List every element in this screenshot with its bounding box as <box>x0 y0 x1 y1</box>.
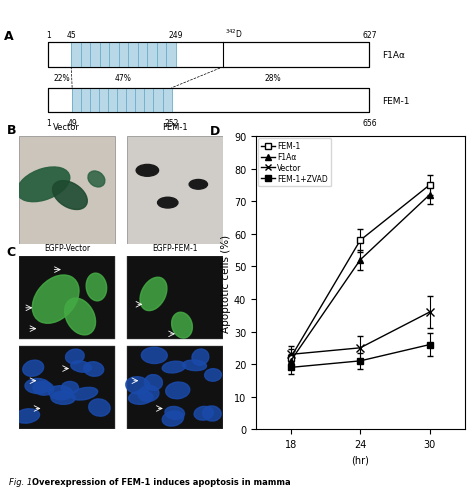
Text: FEM-1: FEM-1 <box>162 122 188 131</box>
Text: 627: 627 <box>362 30 376 40</box>
Ellipse shape <box>61 382 79 394</box>
Text: 1: 1 <box>46 30 51 40</box>
Circle shape <box>136 165 159 177</box>
Ellipse shape <box>145 375 163 390</box>
Ellipse shape <box>33 382 54 395</box>
Ellipse shape <box>71 387 98 400</box>
Text: 47%: 47% <box>115 74 132 82</box>
Text: 1: 1 <box>46 119 51 127</box>
Bar <box>127 137 223 244</box>
Text: 249: 249 <box>168 30 183 40</box>
Text: 252: 252 <box>164 119 179 127</box>
Y-axis label: Apoptotic cells (%): Apoptotic cells (%) <box>221 234 231 332</box>
Text: Overexpression of FEM-1 induces apoptosis in mamma: Overexpression of FEM-1 induces apoptosi… <box>32 477 291 486</box>
Ellipse shape <box>88 172 105 187</box>
Text: EGFP-Vector: EGFP-Vector <box>44 244 90 253</box>
Text: 22%: 22% <box>54 74 70 82</box>
Text: 28%: 28% <box>264 74 281 82</box>
Bar <box>19 346 115 429</box>
Ellipse shape <box>15 409 39 423</box>
Bar <box>48 89 369 113</box>
Text: Fig. 1.: Fig. 1. <box>9 477 38 486</box>
Bar <box>19 137 115 244</box>
Ellipse shape <box>84 362 104 377</box>
Ellipse shape <box>32 275 79 324</box>
Ellipse shape <box>128 391 153 405</box>
Bar <box>72 89 172 113</box>
Ellipse shape <box>162 411 183 426</box>
Ellipse shape <box>162 362 186 373</box>
Ellipse shape <box>53 182 87 210</box>
Text: D: D <box>210 125 220 138</box>
Ellipse shape <box>138 386 159 402</box>
Bar <box>19 256 115 339</box>
Bar <box>127 346 223 429</box>
Text: C: C <box>7 246 16 259</box>
Ellipse shape <box>51 391 75 405</box>
Ellipse shape <box>192 349 209 366</box>
Ellipse shape <box>71 361 91 372</box>
Text: A: A <box>4 30 14 43</box>
Ellipse shape <box>165 407 184 420</box>
Bar <box>48 89 369 113</box>
Ellipse shape <box>172 313 192 338</box>
Text: F1Aα: F1Aα <box>382 51 405 60</box>
Text: B: B <box>7 124 16 137</box>
Ellipse shape <box>205 369 221 382</box>
Ellipse shape <box>17 168 70 202</box>
X-axis label: (hr): (hr) <box>351 455 369 465</box>
Ellipse shape <box>25 379 50 394</box>
Ellipse shape <box>86 274 107 301</box>
Text: EGFP-FEM-1: EGFP-FEM-1 <box>152 244 198 253</box>
Ellipse shape <box>49 386 73 400</box>
Ellipse shape <box>23 361 44 377</box>
Bar <box>48 43 369 67</box>
Circle shape <box>157 198 178 208</box>
Legend: FEM-1, F1Aα, Vector, FEM-1+ZVAD: FEM-1, F1Aα, Vector, FEM-1+ZVAD <box>258 139 331 187</box>
Bar <box>48 43 369 67</box>
Ellipse shape <box>141 347 167 364</box>
Text: 45: 45 <box>66 30 76 40</box>
Text: $^{342}$D: $^{342}$D <box>226 27 243 40</box>
Ellipse shape <box>203 406 221 421</box>
Ellipse shape <box>182 360 207 371</box>
Ellipse shape <box>64 299 96 335</box>
Bar <box>127 256 223 339</box>
Text: 656: 656 <box>362 119 377 127</box>
Text: FEM-1: FEM-1 <box>382 97 410 105</box>
Text: Vector: Vector <box>54 122 80 131</box>
Text: 49: 49 <box>67 119 77 127</box>
Ellipse shape <box>194 407 213 420</box>
Ellipse shape <box>166 382 190 399</box>
Bar <box>71 43 176 67</box>
Ellipse shape <box>65 349 84 364</box>
Ellipse shape <box>89 399 110 416</box>
Circle shape <box>189 180 208 190</box>
Ellipse shape <box>140 278 167 311</box>
Ellipse shape <box>126 377 150 394</box>
